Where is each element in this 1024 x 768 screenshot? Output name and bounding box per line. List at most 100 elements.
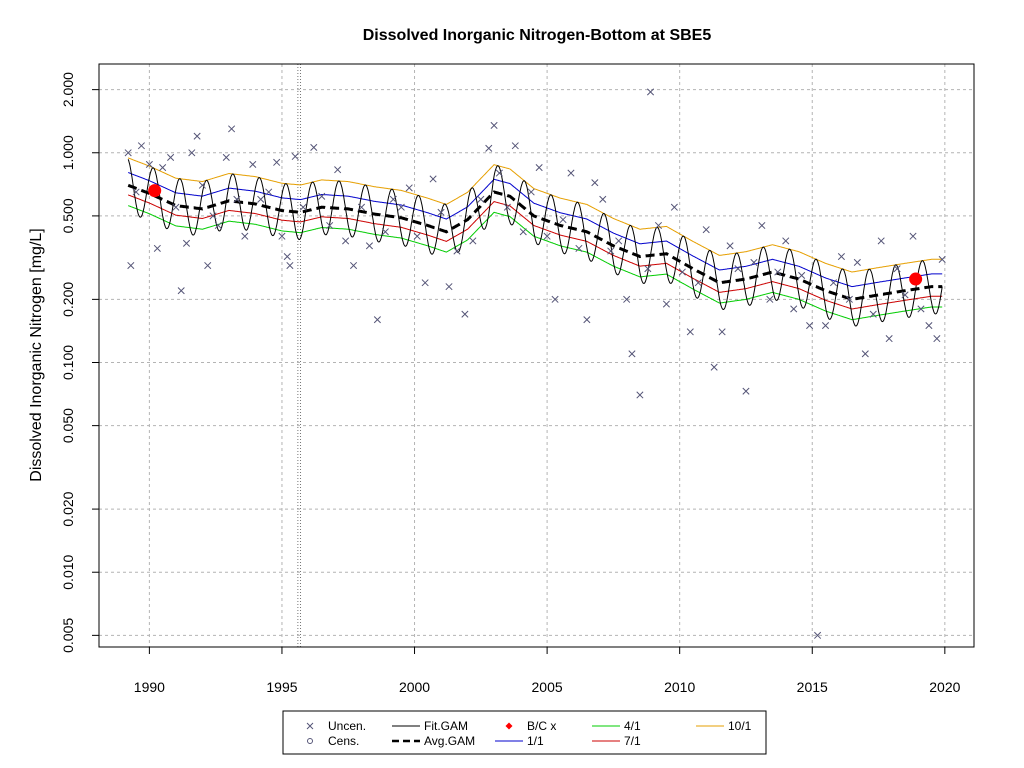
data-point bbox=[495, 169, 503, 177]
data-point bbox=[636, 391, 644, 399]
x-tick-label: 2015 bbox=[797, 679, 828, 695]
data-point bbox=[159, 164, 167, 172]
y-tick-label: 0.010 bbox=[60, 554, 76, 589]
data-point bbox=[437, 208, 445, 216]
data-point bbox=[310, 143, 318, 152]
data-point bbox=[334, 166, 342, 174]
data-point bbox=[758, 221, 766, 230]
data-point bbox=[405, 184, 413, 192]
data-point bbox=[188, 149, 196, 157]
data-point bbox=[599, 195, 607, 203]
data-point bbox=[575, 244, 583, 252]
data-point bbox=[938, 255, 946, 263]
data-point bbox=[607, 247, 615, 255]
avg-gam-line bbox=[127, 183, 943, 301]
data-point bbox=[286, 261, 294, 270]
legend-label: 10/1 bbox=[728, 719, 752, 733]
data-point bbox=[124, 149, 132, 157]
data-point bbox=[726, 242, 734, 250]
data-point bbox=[750, 258, 758, 266]
legend-item: 4/1 bbox=[592, 719, 641, 733]
data-point bbox=[381, 228, 389, 236]
data-point bbox=[535, 164, 543, 172]
data-point bbox=[477, 195, 485, 203]
data-point bbox=[646, 88, 655, 96]
data-point bbox=[265, 188, 273, 196]
data-point bbox=[670, 203, 678, 211]
data-point bbox=[357, 203, 366, 211]
data-point bbox=[917, 305, 925, 313]
data-point bbox=[782, 237, 790, 245]
data-point bbox=[445, 283, 453, 291]
data-point bbox=[291, 152, 299, 161]
data-point bbox=[543, 232, 551, 240]
data-point bbox=[503, 203, 511, 211]
legend-box bbox=[282, 710, 767, 755]
y-tick-label: 0.100 bbox=[60, 345, 76, 380]
x-axis: 1990 1995 2000 2005 2010 2015 2020 bbox=[134, 646, 961, 695]
data-point bbox=[678, 268, 686, 276]
x-tick-label: 2020 bbox=[929, 679, 960, 695]
data-point bbox=[644, 265, 652, 273]
legend-item: Uncen. bbox=[306, 719, 366, 733]
legend-symbol bbox=[307, 738, 313, 744]
data-point bbox=[228, 125, 236, 133]
data-point bbox=[193, 132, 201, 140]
data-point bbox=[798, 271, 806, 280]
series-10-1 bbox=[128, 157, 943, 273]
data-point bbox=[559, 216, 567, 224]
legend-label: 7/1 bbox=[624, 734, 641, 748]
vertical-marker bbox=[297, 64, 302, 647]
legend-label: Fit.GAM bbox=[424, 719, 468, 733]
y-tick-label: 2.000 bbox=[60, 72, 76, 107]
data-point bbox=[453, 247, 461, 255]
data-point bbox=[153, 244, 161, 252]
data-point bbox=[837, 252, 845, 261]
legend-item: Fit.GAM bbox=[392, 719, 468, 733]
x-tick-label: 2000 bbox=[399, 679, 430, 695]
data-point bbox=[845, 295, 853, 303]
legend-item: B/C x bbox=[505, 719, 556, 733]
y-tick-label: 1.000 bbox=[60, 135, 76, 170]
y-tick-label: 0.050 bbox=[60, 408, 76, 443]
bc-points bbox=[148, 184, 923, 286]
data-point bbox=[766, 295, 774, 303]
y-tick-label: 0.005 bbox=[60, 618, 76, 653]
data-point bbox=[821, 322, 830, 330]
data-point bbox=[485, 144, 493, 152]
data-point bbox=[209, 212, 217, 220]
bc-point bbox=[909, 272, 923, 286]
data-point bbox=[241, 232, 249, 240]
data-point bbox=[909, 232, 917, 240]
data-point bbox=[461, 310, 469, 318]
data-point bbox=[326, 221, 334, 230]
data-point bbox=[299, 203, 307, 211]
data-point bbox=[583, 316, 591, 324]
legend-item: 10/1 bbox=[696, 719, 752, 733]
data-point bbox=[806, 322, 814, 330]
data-point bbox=[257, 195, 265, 203]
data-point bbox=[869, 310, 877, 318]
x-tick-label: 1995 bbox=[266, 679, 297, 695]
data-point bbox=[774, 268, 782, 276]
fit-gam-line bbox=[127, 159, 943, 327]
data-point bbox=[249, 160, 257, 168]
data-point bbox=[901, 291, 909, 299]
legend-label: Cens. bbox=[328, 734, 359, 748]
data-point bbox=[861, 350, 869, 358]
x-tick-label: 1990 bbox=[134, 679, 165, 695]
data-point bbox=[318, 192, 326, 200]
x-tick-label: 2005 bbox=[532, 679, 563, 695]
data-point bbox=[853, 258, 861, 266]
data-point bbox=[615, 237, 623, 245]
data-point bbox=[527, 188, 535, 196]
data-point bbox=[567, 169, 575, 177]
data-point bbox=[925, 322, 933, 330]
data-point bbox=[710, 363, 718, 371]
y-axis-label: Dissolved Inorganic Nitrogen [mg/L] bbox=[28, 228, 45, 481]
y-tick-label: 0.020 bbox=[60, 491, 76, 526]
data-point bbox=[127, 261, 135, 270]
legend-item: Avg.GAM bbox=[392, 734, 475, 748]
plot-frame bbox=[98, 63, 975, 648]
